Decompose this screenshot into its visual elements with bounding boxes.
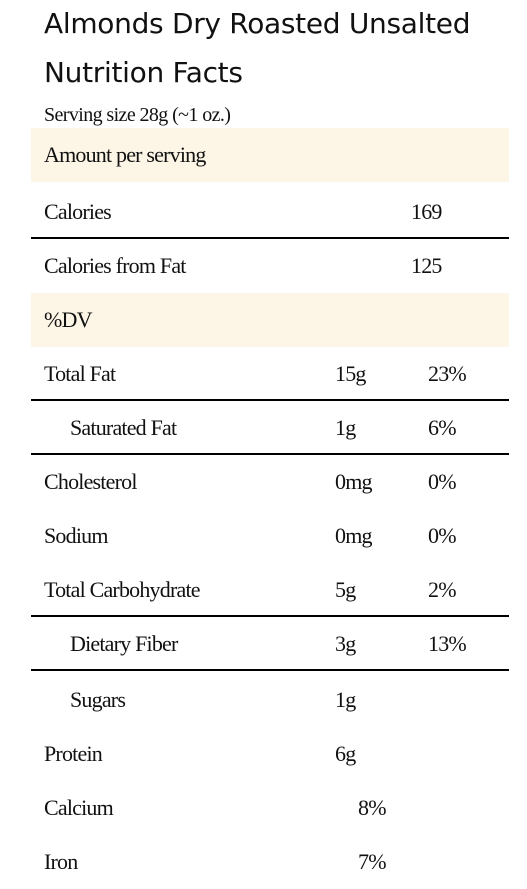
mineral-dv: 8% [358,795,387,820]
nutrient-label: Total Fat [44,361,116,386]
nutrient-row-dietary-fiber: Dietary Fiber 3g 13% [31,617,509,671]
nutrient-label: Protein [44,741,103,766]
amount-per-serving-row: Amount per serving [31,128,509,182]
nutrient-dv: 13% [428,631,467,656]
mineral-label: Calcium [44,795,114,820]
nutrient-dv: 0% [428,523,457,548]
nutrition-facts-heading: Nutrition Facts [44,56,243,89]
nutrient-row-sugars: Sugars 1g [31,673,509,727]
nutrient-row-sodium: Sodium 0mg 0% [31,509,509,563]
nutrient-amount: 0mg [335,523,373,548]
amount-per-serving-label: Amount per serving [44,142,206,167]
nutrient-row-total-fat: Total Fat 15g 23% [31,347,509,401]
nutrient-dv: 0% [428,469,457,494]
nutrient-amount: 0mg [335,469,373,494]
calories-from-fat-label: Calories from Fat [44,253,186,278]
nutrient-row-protein: Protein 6g [31,727,509,781]
nutrient-dv: 23% [428,361,467,386]
dv-header-label: %DV [44,307,92,332]
mineral-label: Iron [44,849,78,874]
nutrient-label: Sugars [70,687,126,712]
nutrient-dv: 2% [428,577,457,602]
nutrient-row-cholesterol: Cholesterol 0mg 0% [31,455,509,509]
nutrient-label: Total Carbohydrate [44,577,201,602]
nutrient-row-total-carbohydrate: Total Carbohydrate 5g 2% [31,563,509,617]
product-name: Almonds Dry Roasted Unsalted [44,7,471,40]
mineral-row-iron: Iron 7% [31,835,509,889]
nutrient-amount: 3g [335,631,356,656]
serving-size: Serving size 28g (~1 oz.) [44,104,231,126]
mineral-dv: 7% [358,849,387,874]
nutrient-dv: 6% [428,415,457,440]
nutrient-row-saturated-fat: Saturated Fat 1g 6% [31,401,509,455]
calories-value: 169 [411,199,442,224]
calories-row: Calories 169 [31,185,509,239]
mineral-row-calcium: Calcium 8% [31,781,509,835]
calories-label: Calories [44,199,112,224]
nutrient-label: Cholesterol [44,469,137,494]
nutrient-label: Sodium [44,523,108,548]
nutrient-label: Saturated Fat [70,415,177,440]
nutrient-amount: 15g [335,361,366,386]
nutrient-amount: 6g [335,741,356,766]
dv-header-row: %DV [31,293,509,347]
nutrient-amount: 1g [335,415,356,440]
calories-from-fat-row: Calories from Fat 125 [31,239,509,293]
nutrient-label: Dietary Fiber [70,631,178,656]
nutrient-amount: 1g [335,687,356,712]
nutrient-amount: 5g [335,577,356,602]
calories-from-fat-value: 125 [411,253,442,278]
